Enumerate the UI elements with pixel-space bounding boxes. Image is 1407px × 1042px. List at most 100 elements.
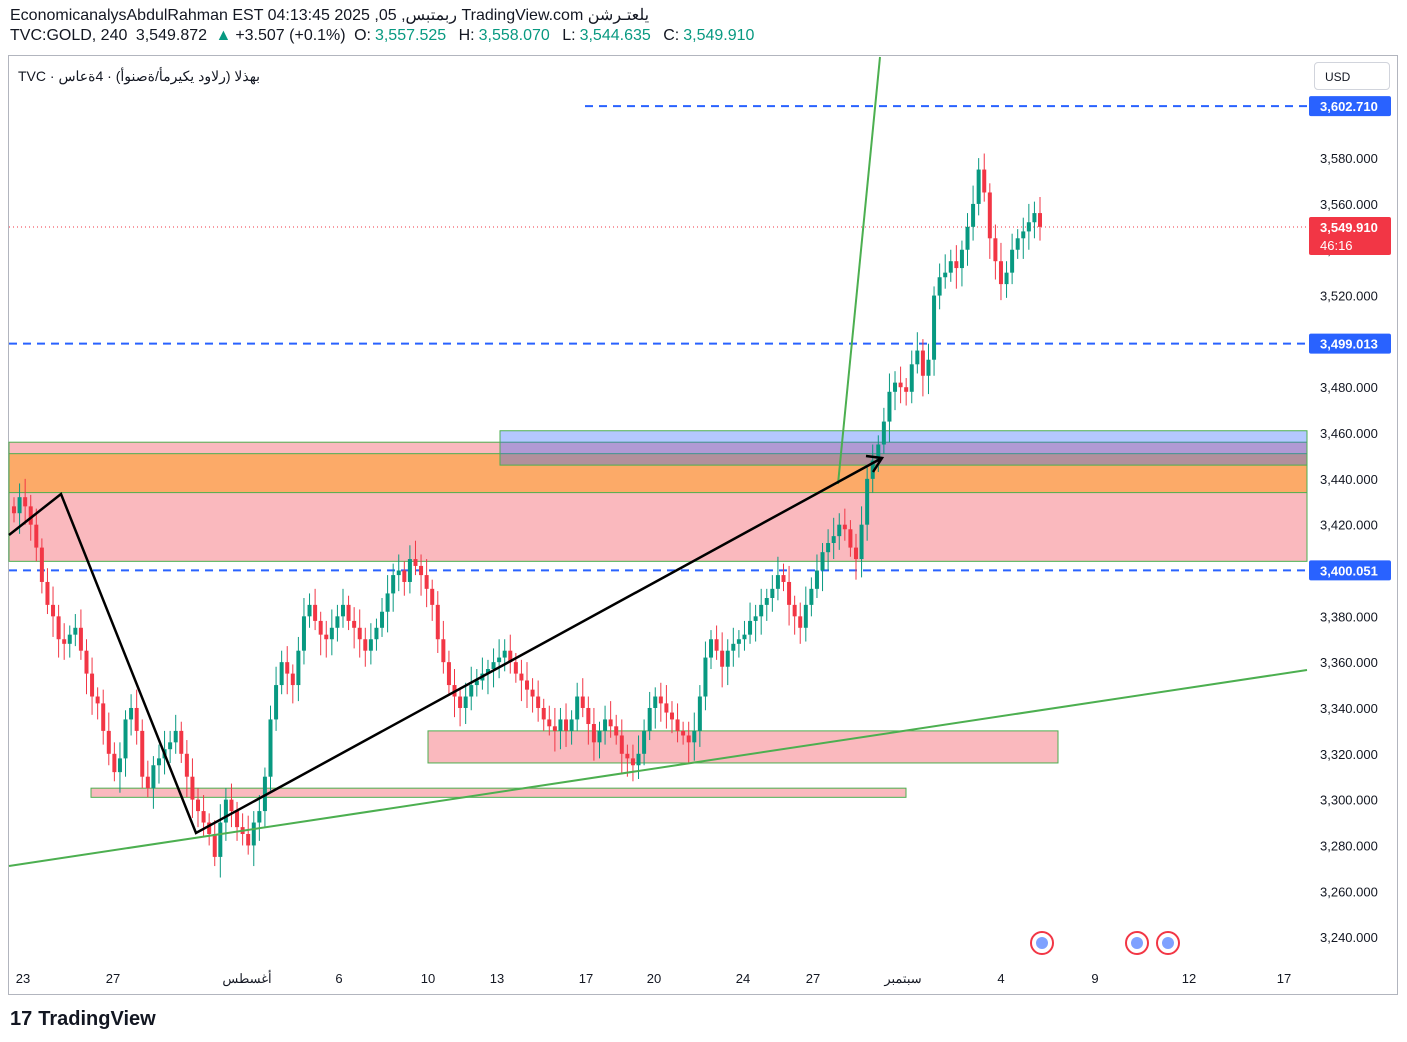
header-title: EconomicanalysAbdulRahman EST 04:13:45 2… <box>10 7 650 24</box>
price-level-label: 3,499.013 <box>1320 337 1378 352</box>
candle-body <box>235 811 240 828</box>
candle-body <box>513 662 518 674</box>
candle-body <box>658 696 663 704</box>
last-price: 3,549.872 <box>135 27 208 44</box>
x-tick-label: 13 <box>490 971 504 986</box>
candle-body <box>229 799 234 812</box>
candle-body <box>257 811 262 823</box>
candle-body <box>363 639 368 651</box>
candle-body <box>731 643 736 651</box>
candle-body <box>792 604 797 617</box>
candle-body <box>1038 213 1042 227</box>
candle-body <box>714 639 719 651</box>
price-level-tag <box>1309 333 1391 354</box>
candle-body <box>686 735 691 743</box>
candle-body <box>17 497 22 514</box>
candle-body <box>809 588 814 605</box>
candle-body <box>742 634 747 640</box>
candle-body <box>385 593 390 612</box>
candle-body <box>642 730 647 754</box>
zone-rect <box>427 730 1059 764</box>
candle-body <box>893 382 898 392</box>
candle-body <box>84 650 89 674</box>
candle-body <box>976 169 981 204</box>
candle-body <box>90 673 95 697</box>
current-price-label: 3,549.910 <box>1320 220 1378 235</box>
candle-body <box>614 726 619 736</box>
candle-body <box>848 529 853 548</box>
candle-body <box>101 703 106 731</box>
candle-body <box>625 753 630 759</box>
candle-body <box>870 460 875 479</box>
high-label: H: <box>458 27 475 44</box>
candle-body <box>1015 238 1020 250</box>
candle-body <box>106 730 111 754</box>
candle-body <box>692 730 697 743</box>
candle-body <box>313 604 318 621</box>
candle-body <box>887 391 892 422</box>
candle-body <box>820 552 825 571</box>
candle-body <box>396 570 401 576</box>
candle-body <box>842 524 847 530</box>
candle-body <box>73 627 78 635</box>
candle-body <box>865 478 870 525</box>
candle-body <box>647 707 652 731</box>
y-tick-label: 3,420.000 <box>1320 518 1378 533</box>
x-tick-label: 20 <box>647 971 661 986</box>
candle-body <box>814 570 819 589</box>
candle-body <box>196 799 201 812</box>
candle-body <box>190 776 195 800</box>
series-legend: TVC · بهذلا (رلاود يكيرمأ/ةصنوأ) · 4ةعاس <box>18 68 261 84</box>
y-tick-label: 3,460.000 <box>1320 426 1378 441</box>
zone-rect <box>8 453 1308 494</box>
candle-body <box>1021 231 1026 239</box>
candle-body <box>536 696 541 708</box>
candle-body <box>491 662 496 670</box>
candle-body <box>608 719 613 727</box>
high-value: 3,558.070 <box>478 27 550 44</box>
x-tick-label: 6 <box>335 971 342 986</box>
candle-body <box>898 382 903 388</box>
low-label: L: <box>562 27 576 44</box>
candle-body <box>223 799 228 823</box>
candle-body <box>201 811 206 823</box>
x-tick-label: أغسطس <box>222 970 271 987</box>
y-tick-label: 3,340.000 <box>1320 701 1378 716</box>
candle-body <box>926 359 931 376</box>
candle-body <box>318 620 323 635</box>
candle-body <box>123 719 128 759</box>
y-tick-label: 3,360.000 <box>1320 655 1378 670</box>
candle-body <box>759 604 764 617</box>
candle-body <box>603 719 608 731</box>
symbol-label: TVC:GOLD, 240 <box>10 27 128 44</box>
candle-body <box>352 620 357 628</box>
x-tick-label: 12 <box>1182 971 1196 986</box>
candle-body <box>435 604 440 640</box>
candle-body <box>920 350 925 376</box>
candle-body <box>1004 272 1009 285</box>
candle-body <box>709 639 714 658</box>
candle-body <box>12 506 16 514</box>
arrow-head-icon <box>865 454 885 473</box>
candle-body <box>145 776 150 789</box>
candle-body <box>340 604 345 617</box>
us-flag-event-icon-inner <box>1162 937 1174 949</box>
candle-body <box>129 707 134 720</box>
candle-body <box>407 559 412 582</box>
x-tick-label: 24 <box>736 971 750 986</box>
candle-body <box>998 261 1003 285</box>
tv-logo-icon: 17 <box>10 1008 33 1030</box>
candle-body <box>619 735 624 754</box>
candle-body <box>329 627 334 640</box>
candle-body <box>391 575 396 594</box>
candle-body <box>497 657 502 663</box>
candle-body <box>636 753 641 766</box>
candle-body <box>502 650 507 658</box>
candle-body <box>965 226 970 250</box>
candle-body <box>881 421 886 445</box>
tradingview-logo: 17 TradingView <box>10 1008 156 1031</box>
candle-body <box>982 169 987 193</box>
currency-button[interactable]: USD <box>1314 62 1390 90</box>
candle-body <box>335 616 340 628</box>
